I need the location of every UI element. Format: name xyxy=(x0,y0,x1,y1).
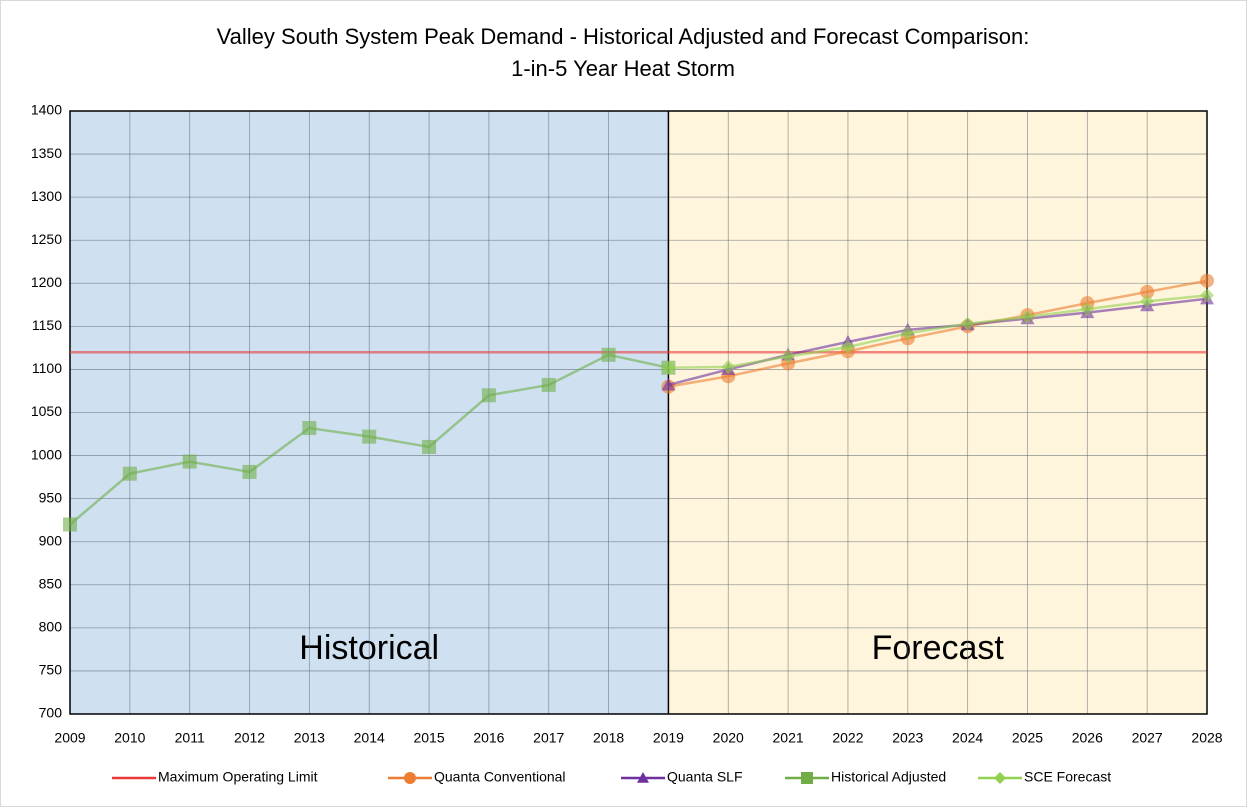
y-tick-label: 1250 xyxy=(31,231,62,247)
y-tick-label: 750 xyxy=(39,662,63,678)
x-tick-label: 2022 xyxy=(832,730,863,746)
x-tick-label: 2020 xyxy=(713,730,744,746)
marker xyxy=(481,388,496,403)
x-tick-label: 2023 xyxy=(892,730,923,746)
legend-label: SCE Forecast xyxy=(1024,769,1111,785)
x-tick-label: 2021 xyxy=(773,730,804,746)
marker xyxy=(182,454,197,469)
marker xyxy=(960,316,975,331)
marker xyxy=(422,439,437,454)
y-tick-label: 1000 xyxy=(31,446,62,462)
series-line xyxy=(668,294,1208,369)
y-tick-label: 1300 xyxy=(31,188,62,204)
x-tick-label: 2011 xyxy=(175,730,205,746)
series-line xyxy=(668,279,1208,388)
marker xyxy=(1080,302,1095,317)
y-tick-label: 1100 xyxy=(32,360,62,376)
marker xyxy=(1140,284,1155,299)
plot-frame xyxy=(69,110,1208,715)
x-tick-label: 2017 xyxy=(533,730,564,746)
marker xyxy=(362,429,377,444)
y-tick-label: 1350 xyxy=(31,145,62,161)
marker xyxy=(801,772,813,784)
marker xyxy=(1200,288,1214,303)
legend-label: Quanta Conventional xyxy=(434,769,566,785)
x-tick-label: 2027 xyxy=(1132,730,1163,746)
x-tick-label: 2025 xyxy=(1012,730,1043,746)
x-tick-label: 2014 xyxy=(354,730,385,746)
y-tick-label: 1050 xyxy=(31,403,62,419)
legend-label: Historical Adjusted xyxy=(831,769,946,785)
legend-label: Maximum Operating Limit xyxy=(158,769,318,785)
x-tick-label: 2009 xyxy=(54,730,85,746)
marker xyxy=(302,421,317,436)
marker xyxy=(781,349,796,364)
y-tick-label: 900 xyxy=(39,532,63,548)
y-tick-label: 1400 xyxy=(31,102,62,118)
y-tick-label: 950 xyxy=(39,489,63,505)
marker xyxy=(1020,309,1035,324)
x-tick-label: 2018 xyxy=(593,730,624,746)
legend-label: Quanta SLF xyxy=(667,769,743,785)
x-tick-label: 2024 xyxy=(952,730,983,746)
y-tick-label: 850 xyxy=(39,575,63,591)
marker xyxy=(404,772,416,784)
x-tick-label: 2016 xyxy=(473,730,504,746)
chart-subtitle: 1-in-5 Year Heat Storm xyxy=(511,56,735,81)
marker xyxy=(1140,294,1155,309)
marker xyxy=(721,359,736,374)
region-label: Forecast xyxy=(872,629,1005,667)
x-tick-label: 2015 xyxy=(413,730,444,746)
x-tick-label: 2019 xyxy=(653,730,684,746)
marker xyxy=(900,326,915,341)
marker xyxy=(637,772,649,783)
marker xyxy=(661,360,676,375)
chart-title: Valley South System Peak Demand - Histor… xyxy=(217,24,1030,49)
x-tick-label: 2010 xyxy=(114,730,145,746)
y-tick-label: 1200 xyxy=(31,274,62,290)
marker xyxy=(601,347,616,362)
y-tick-label: 800 xyxy=(39,619,63,635)
marker xyxy=(840,340,855,355)
marker xyxy=(1200,273,1214,288)
x-tick-label: 2026 xyxy=(1072,730,1103,746)
marker xyxy=(541,377,556,392)
x-tick-label: 2013 xyxy=(294,730,325,746)
marker xyxy=(242,464,257,479)
marker xyxy=(661,377,676,391)
y-tick-label: 1150 xyxy=(32,317,62,333)
marker xyxy=(122,466,137,481)
x-tick-label: 2012 xyxy=(234,730,265,746)
marker xyxy=(63,517,77,532)
x-tick-label: 2028 xyxy=(1191,730,1222,746)
y-tick-label: 700 xyxy=(39,705,63,721)
marker xyxy=(994,772,1006,784)
